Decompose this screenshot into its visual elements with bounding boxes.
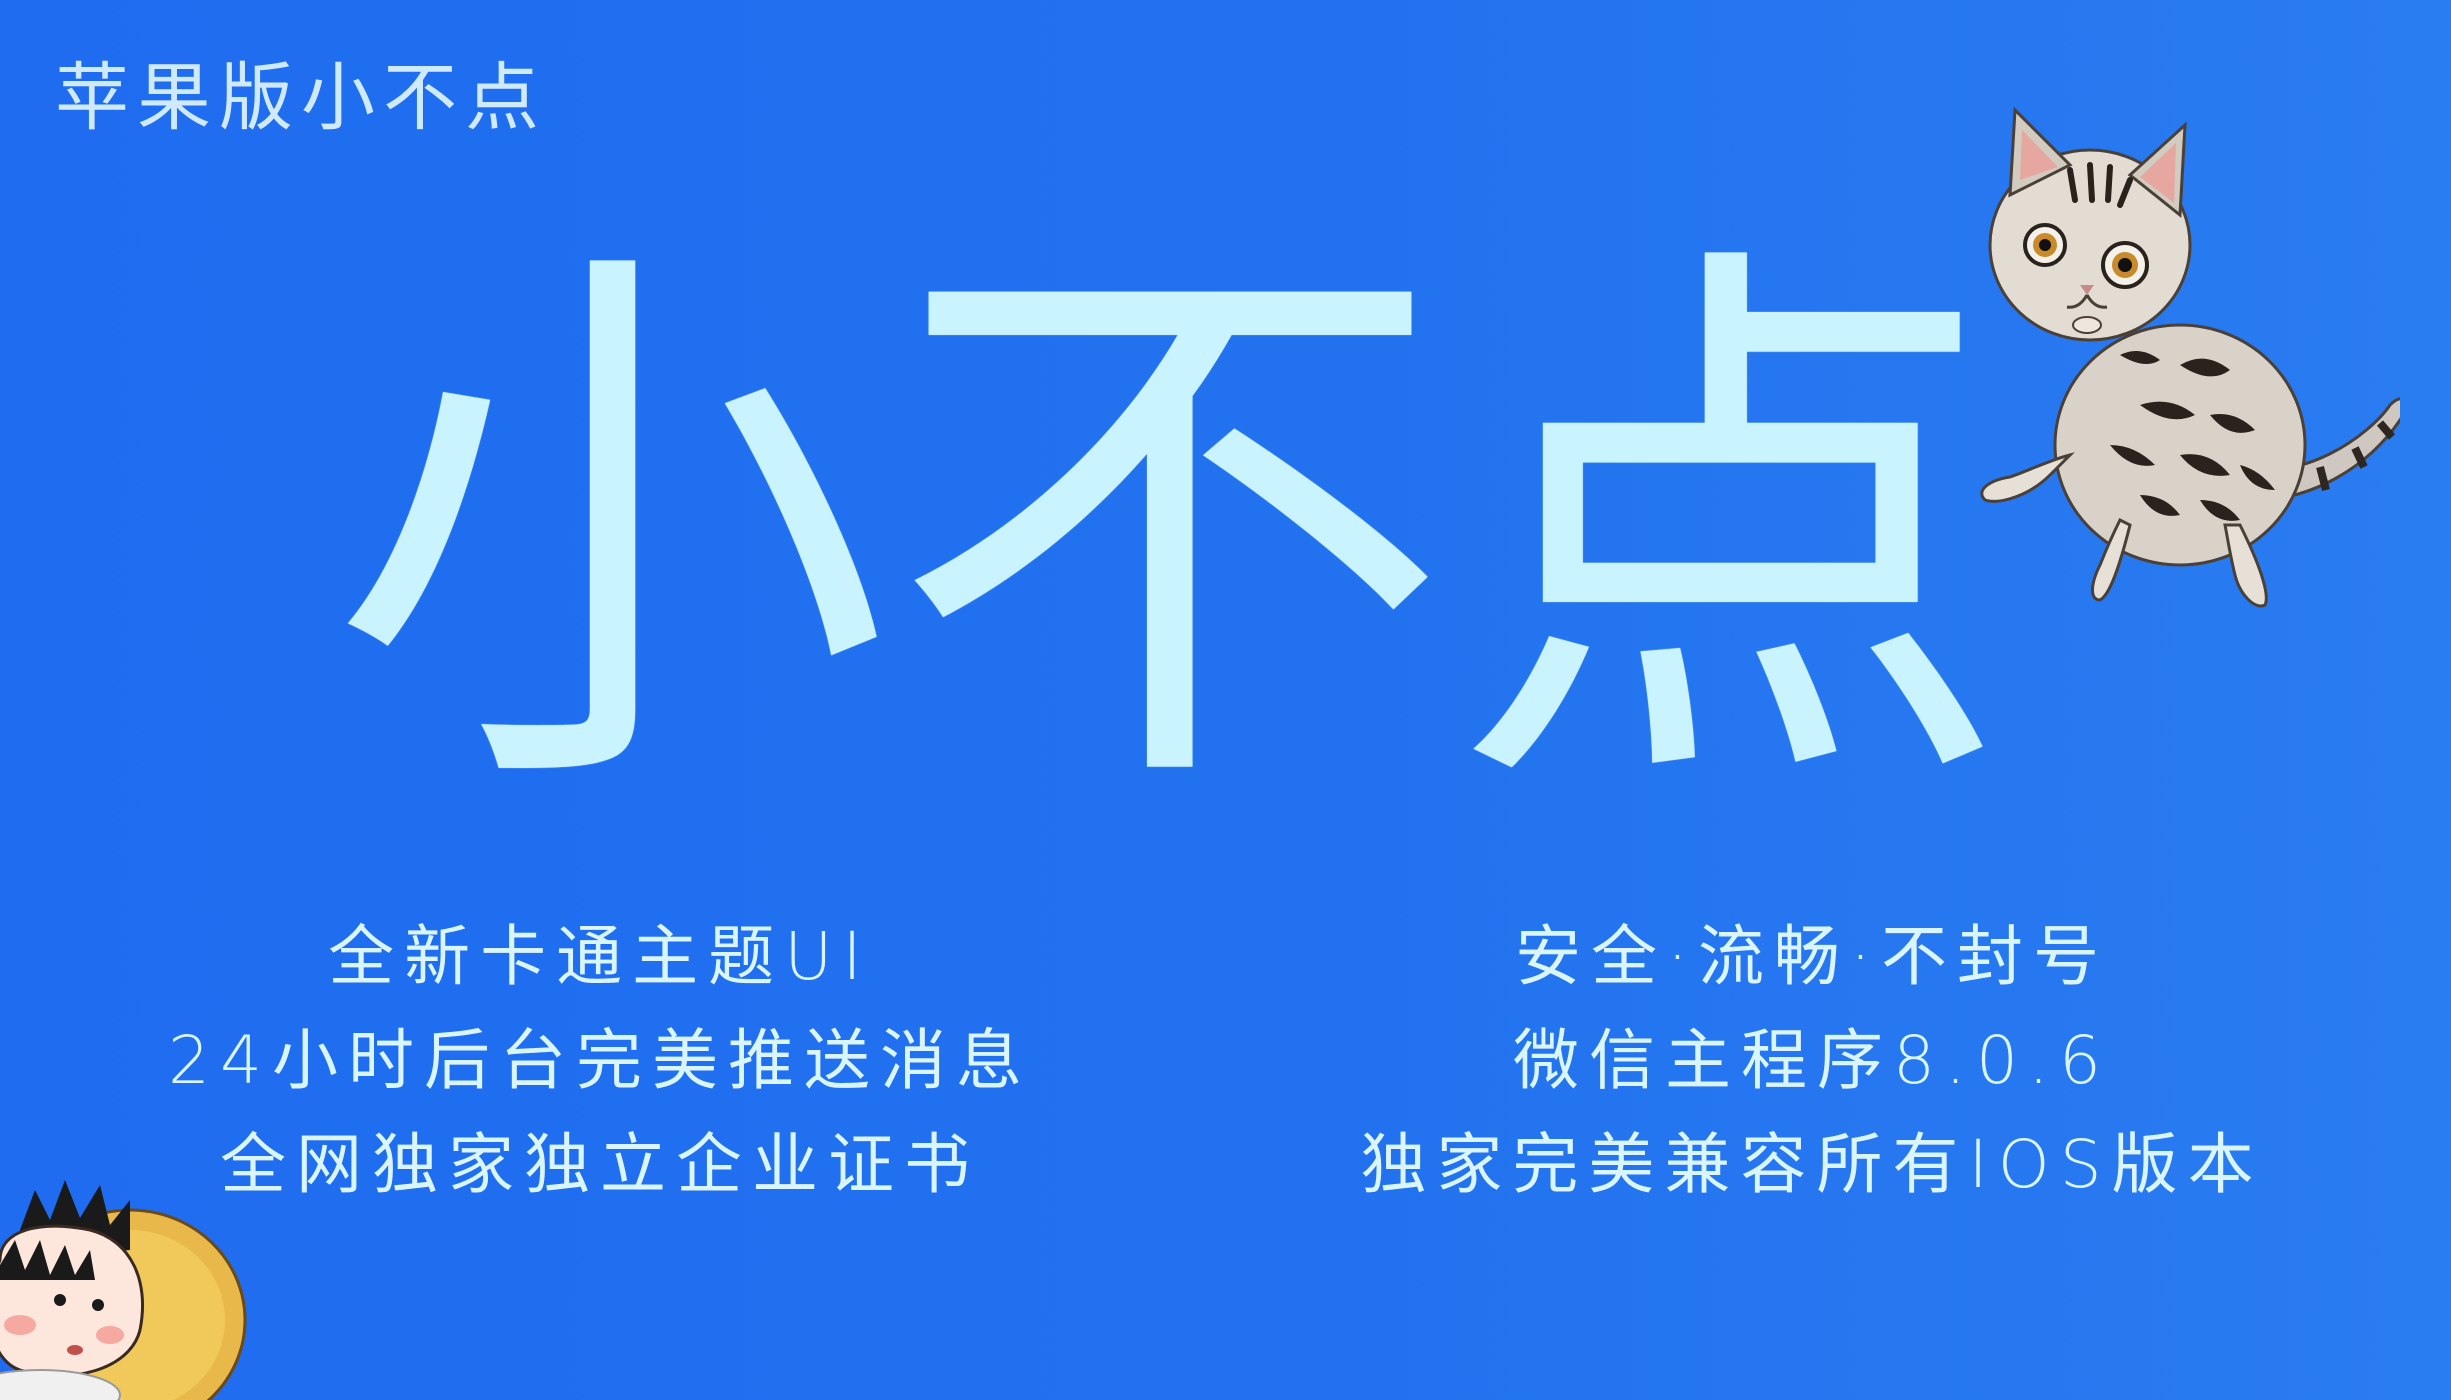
brand-title: 苹果版小不点: [55, 55, 547, 141]
hero-char-1: 小: [330, 204, 890, 856]
feature-item: 24小时后台完美推送消息: [168, 1022, 1032, 1099]
hero-char-3: 点: [1450, 204, 2010, 856]
feature-item: 独家完美兼容所有IOS版本: [1360, 1126, 2264, 1203]
feature-item: 全新卡通主题UI: [328, 918, 872, 995]
hero-title: 小 不 点: [330, 230, 2030, 830]
feature-item: 安全·流畅·不封号: [1515, 918, 2109, 995]
feature-item: 微信主程序8.0.6: [1513, 1022, 2111, 1099]
hero-char-2: 不: [890, 204, 1450, 856]
feature-list-left: 全新卡通主题UI 24小时后台完美推送消息 全网独家独立企业证书: [50, 905, 1150, 1217]
cartoon-girl-illustration: [0, 1180, 247, 1400]
feature-item: 全网独家独立企业证书: [220, 1126, 980, 1203]
feature-list-right: 安全·流畅·不封号 微信主程序8.0.6 独家完美兼容所有IOS版本: [1262, 905, 2362, 1217]
cat-illustration: [1980, 106, 2400, 608]
